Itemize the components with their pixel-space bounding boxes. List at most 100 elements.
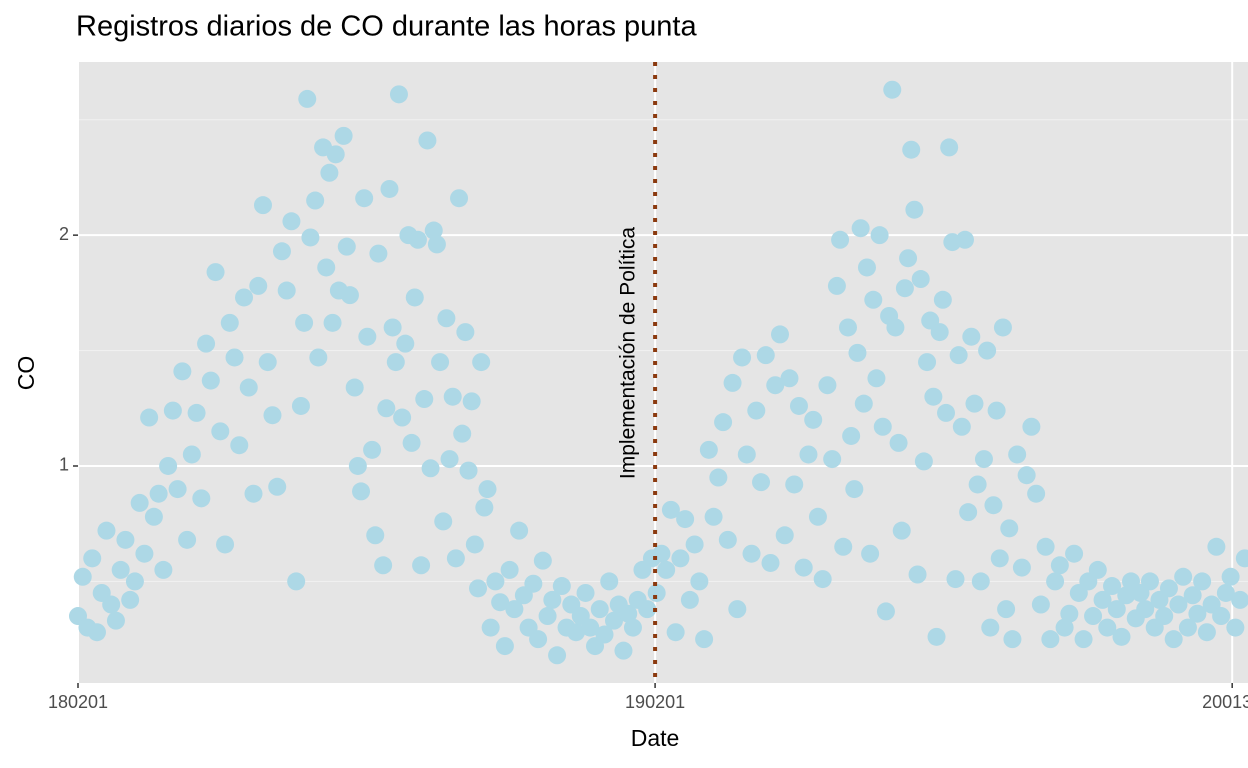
point bbox=[206, 263, 225, 282]
point bbox=[459, 461, 478, 480]
point bbox=[747, 401, 766, 420]
point bbox=[130, 493, 149, 512]
point bbox=[500, 560, 519, 579]
point bbox=[864, 290, 883, 309]
chart-title: Registros diarios de CO durante las hora… bbox=[76, 11, 697, 43]
point bbox=[666, 623, 685, 642]
point bbox=[955, 230, 974, 249]
point bbox=[704, 507, 723, 526]
point bbox=[595, 625, 614, 644]
point bbox=[405, 288, 424, 307]
point bbox=[685, 535, 704, 554]
point bbox=[723, 373, 742, 392]
point bbox=[144, 507, 163, 526]
point bbox=[1060, 604, 1079, 623]
point bbox=[799, 445, 818, 464]
point bbox=[472, 353, 491, 372]
point bbox=[173, 362, 192, 381]
point bbox=[538, 607, 557, 626]
point bbox=[363, 440, 382, 459]
point bbox=[326, 145, 345, 164]
point bbox=[771, 325, 789, 344]
point bbox=[1169, 595, 1188, 614]
point bbox=[823, 450, 842, 469]
point bbox=[905, 200, 924, 219]
point bbox=[475, 498, 494, 517]
point bbox=[421, 459, 440, 478]
point bbox=[1178, 618, 1197, 637]
x-tick-label: 190201 bbox=[625, 692, 685, 712]
point bbox=[320, 163, 339, 182]
point bbox=[197, 334, 216, 353]
point bbox=[389, 85, 408, 104]
point bbox=[163, 401, 182, 420]
point bbox=[604, 611, 623, 630]
point bbox=[374, 556, 393, 575]
point bbox=[287, 572, 306, 591]
point bbox=[149, 484, 168, 503]
point bbox=[125, 572, 144, 591]
point bbox=[1012, 558, 1031, 577]
point bbox=[291, 396, 310, 415]
point bbox=[495, 637, 514, 656]
point bbox=[73, 567, 92, 586]
point bbox=[851, 219, 870, 238]
point bbox=[990, 549, 1009, 568]
point bbox=[737, 445, 756, 464]
point bbox=[895, 279, 914, 298]
point bbox=[402, 433, 421, 452]
point bbox=[168, 480, 187, 499]
point bbox=[1117, 586, 1136, 605]
point bbox=[818, 376, 837, 395]
point bbox=[949, 346, 968, 365]
point bbox=[661, 500, 680, 519]
point bbox=[552, 577, 571, 596]
point bbox=[861, 544, 880, 563]
point bbox=[908, 565, 927, 584]
y-tick-label: 1 bbox=[59, 455, 69, 475]
point bbox=[930, 323, 949, 342]
point bbox=[462, 392, 481, 411]
point bbox=[940, 138, 959, 157]
point bbox=[984, 496, 1003, 515]
point bbox=[386, 353, 405, 372]
point bbox=[590, 600, 609, 619]
point bbox=[1031, 595, 1050, 614]
point bbox=[465, 535, 484, 554]
point bbox=[396, 334, 415, 353]
point bbox=[1003, 630, 1022, 649]
point bbox=[873, 417, 892, 436]
point bbox=[340, 286, 359, 305]
point bbox=[978, 341, 997, 360]
point bbox=[1164, 630, 1183, 649]
point bbox=[249, 276, 268, 295]
point bbox=[427, 235, 446, 254]
point bbox=[178, 530, 197, 549]
point bbox=[614, 641, 633, 660]
point bbox=[244, 484, 263, 503]
point bbox=[1050, 556, 1069, 575]
point bbox=[230, 436, 249, 455]
point bbox=[415, 390, 434, 409]
point bbox=[486, 572, 505, 591]
point bbox=[443, 387, 462, 406]
point bbox=[505, 600, 524, 619]
point bbox=[121, 590, 140, 609]
point bbox=[106, 611, 125, 630]
point bbox=[876, 602, 895, 621]
point bbox=[699, 440, 718, 459]
point bbox=[1098, 618, 1117, 637]
point bbox=[804, 410, 823, 429]
point bbox=[1093, 590, 1112, 609]
point bbox=[857, 258, 876, 277]
point bbox=[808, 507, 827, 526]
point bbox=[306, 191, 325, 210]
point bbox=[1197, 623, 1216, 642]
point bbox=[102, 595, 121, 614]
point bbox=[962, 327, 981, 346]
point bbox=[647, 583, 666, 602]
point bbox=[619, 604, 638, 623]
point bbox=[952, 417, 971, 436]
point bbox=[924, 387, 943, 406]
point bbox=[714, 413, 733, 432]
